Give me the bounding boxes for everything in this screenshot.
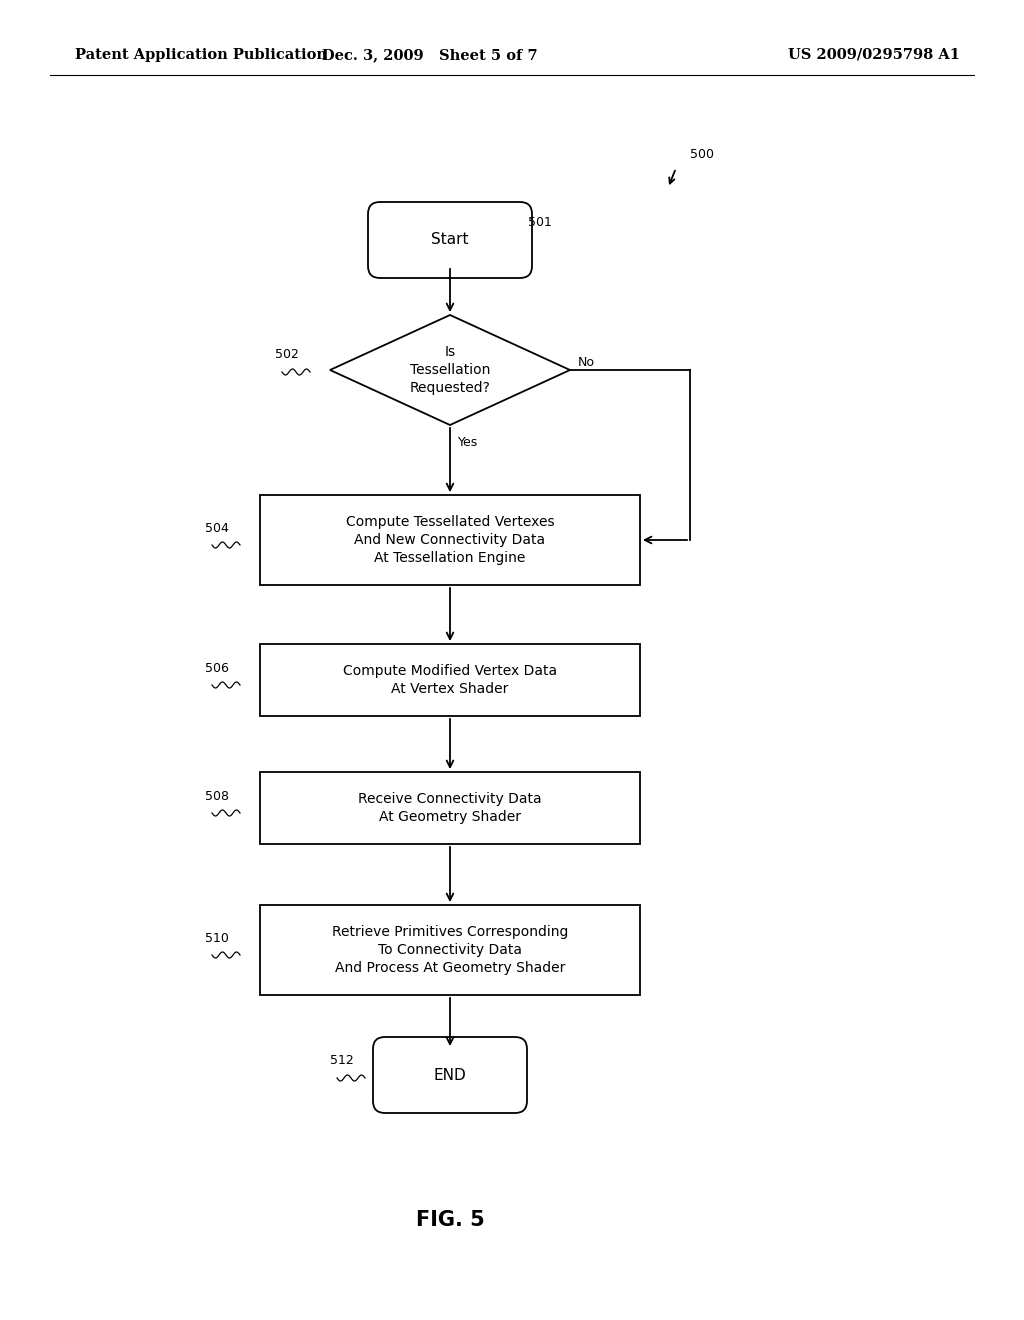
- Text: FIG. 5: FIG. 5: [416, 1210, 484, 1230]
- Text: 508: 508: [205, 789, 229, 803]
- Text: Retrieve Primitives Corresponding
To Connectivity Data
And Process At Geometry S: Retrieve Primitives Corresponding To Con…: [332, 924, 568, 975]
- Text: 512: 512: [330, 1055, 353, 1068]
- Bar: [260, 495, 640, 585]
- Bar: [260, 772, 640, 843]
- Text: 510: 510: [205, 932, 229, 945]
- Text: Dec. 3, 2009   Sheet 5 of 7: Dec. 3, 2009 Sheet 5 of 7: [323, 48, 538, 62]
- Text: Is
Tessellation
Requested?: Is Tessellation Requested?: [410, 345, 490, 396]
- Text: END: END: [433, 1068, 466, 1082]
- FancyBboxPatch shape: [368, 202, 532, 279]
- Text: 504: 504: [205, 521, 229, 535]
- Text: Patent Application Publication: Patent Application Publication: [75, 48, 327, 62]
- Text: No: No: [578, 355, 595, 368]
- Text: 501: 501: [528, 215, 552, 228]
- FancyBboxPatch shape: [373, 1038, 527, 1113]
- Text: 500: 500: [690, 149, 714, 161]
- Text: 502: 502: [275, 348, 299, 362]
- Text: Yes: Yes: [458, 437, 478, 450]
- Bar: [260, 906, 640, 995]
- Polygon shape: [330, 315, 570, 425]
- Text: Start: Start: [431, 232, 469, 248]
- Text: 506: 506: [205, 661, 229, 675]
- Text: Compute Tessellated Vertexes
And New Connectivity Data
At Tessellation Engine: Compute Tessellated Vertexes And New Con…: [346, 515, 554, 565]
- Text: Compute Modified Vertex Data
At Vertex Shader: Compute Modified Vertex Data At Vertex S…: [343, 664, 557, 696]
- Text: Receive Connectivity Data
At Geometry Shader: Receive Connectivity Data At Geometry Sh…: [358, 792, 542, 824]
- Text: US 2009/0295798 A1: US 2009/0295798 A1: [788, 48, 961, 62]
- Bar: [260, 644, 640, 715]
